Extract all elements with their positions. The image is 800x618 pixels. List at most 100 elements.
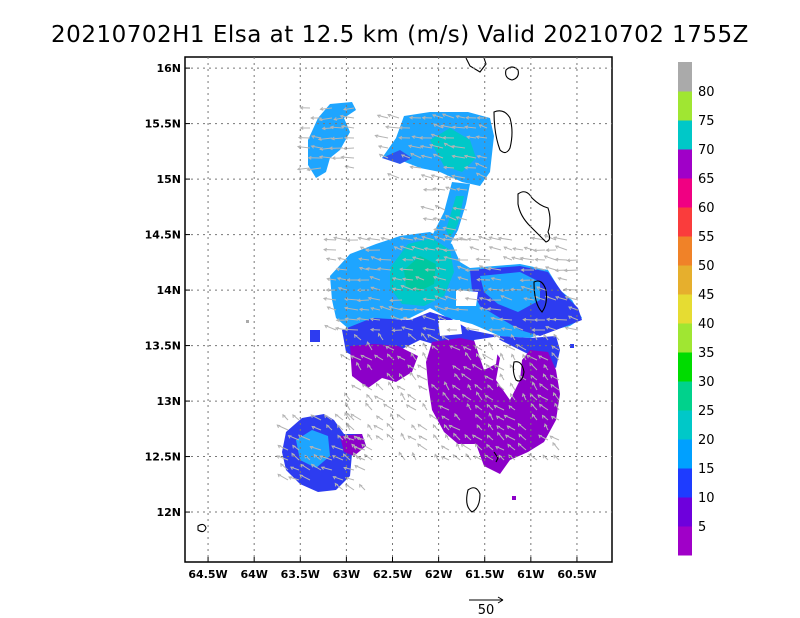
- wind-vector-arrow: [422, 351, 428, 361]
- wind-vector-arrow: [520, 285, 535, 291]
- island-grenadines-outline: [493, 451, 499, 463]
- lat-tick-label: 14.5N: [145, 229, 181, 242]
- wind-vector-arrow: [466, 403, 472, 411]
- wind-vector-arrow: [517, 442, 527, 451]
- wind-vector-arrow: [474, 345, 483, 351]
- wind-vector-arrow: [454, 373, 461, 381]
- wind-vector-arrow: [322, 297, 337, 301]
- lat-tick-label: 13N: [156, 395, 181, 408]
- wind-vector-arrow: [476, 277, 491, 282]
- wind-vector-arrow: [467, 383, 472, 391]
- wind-vector-arrow: [410, 352, 417, 361]
- echo-region-southwest-purple: [350, 344, 418, 388]
- echo-hole: [438, 320, 462, 336]
- wind-vector-arrow: [306, 167, 322, 172]
- wind-vector-arrow: [386, 433, 395, 441]
- wind-vector-arrow: [550, 415, 560, 421]
- wind-vector-arrow: [504, 344, 516, 351]
- wind-vector-arrow: [374, 354, 384, 361]
- wind-vector-arrow: [543, 333, 549, 341]
- wind-vector-arrow: [440, 124, 455, 129]
- wind-vector-arrow: [553, 333, 560, 341]
- wind-vector-arrow: [342, 146, 355, 151]
- wind-vector-arrow: [377, 332, 384, 341]
- wind-vector-arrow: [336, 424, 344, 431]
- colorbar: 5 10 15 20 25 30 35 40 45 50 55 60 65 70 75 80: [678, 62, 715, 556]
- wind-vector-arrow: [325, 257, 337, 261]
- wind-vector-arrow: [369, 317, 381, 322]
- wind-vector-arrow: [365, 402, 373, 411]
- wind-vector-arrow: [464, 268, 480, 273]
- wind-vector-arrow: [340, 124, 355, 129]
- wind-vector-arrow: [307, 155, 322, 160]
- wind-vector-arrow: [444, 234, 458, 241]
- wind-vector-arrow: [467, 237, 480, 242]
- latitude-axis: 12N 12.5N 13N 13.5N 14N 14.5N 15N 15.5N 16N: [145, 62, 190, 519]
- wind-vector-arrow: [462, 346, 472, 351]
- wind-vector-arrow: [317, 137, 333, 141]
- lon-tick-label: 63.5W: [281, 568, 320, 581]
- wind-vector-arrow: [344, 401, 351, 411]
- wind-vector-arrow: [340, 155, 355, 160]
- wind-vector-arrow: [375, 382, 384, 391]
- wind-vector-arrow: [415, 276, 425, 281]
- wind-vector-arrow: [455, 187, 468, 192]
- wind-vector-arrow: [421, 236, 435, 241]
- wind-vector-arrow: [299, 105, 311, 110]
- wind-vector-arrow: [422, 326, 436, 331]
- wind-vector-arrow: [498, 317, 513, 322]
- wind-vector-arrow: [300, 463, 311, 471]
- wind-vector-arrow: [464, 434, 472, 441]
- wind-vector-arrow: [444, 306, 458, 311]
- wind-vector-arrow: [500, 295, 513, 301]
- wind-vector-arrow: [442, 135, 455, 140]
- wind-vector-arrow: [386, 422, 395, 431]
- wind-vector-arrow: [421, 332, 428, 341]
- wind-vector-arrow: [432, 114, 444, 119]
- wind-vector-arrow: [292, 444, 300, 451]
- wind-vector-arrow: [497, 236, 513, 241]
- wind-vector-arrow: [407, 364, 417, 371]
- wind-vector-arrow: [446, 328, 458, 332]
- wind-vector-arrow: [408, 333, 417, 341]
- wind-vector-arrow: [476, 154, 488, 159]
- wind-vector-arrow: [357, 236, 370, 241]
- wind-vector-arrow: [434, 453, 439, 461]
- wind-vector-arrow: [508, 404, 516, 411]
- wind-vector-arrow: [353, 446, 366, 451]
- wind-vector-arrow: [388, 381, 395, 391]
- wind-vector-arrow: [544, 266, 557, 271]
- wind-vector-arrow: [296, 167, 311, 171]
- wind-vector-arrow: [552, 441, 560, 451]
- wind-vector-arrow: [398, 307, 414, 312]
- wind-vector-arrow: [498, 454, 505, 461]
- wind-vector-arrow: [476, 116, 488, 120]
- wind-vector-arrow: [487, 266, 502, 271]
- wind-vector-arrow: [507, 443, 516, 451]
- echo-hole: [474, 336, 500, 370]
- wind-vector-arrow: [418, 435, 428, 441]
- wind-vector-arrow: [445, 186, 457, 191]
- wind-vector-arrow: [452, 454, 461, 461]
- wind-vector-arrow: [434, 204, 446, 211]
- island-grenada-outline: [466, 487, 481, 513]
- wind-vector-arrow: [422, 297, 436, 302]
- colorbar-swatch: [678, 62, 692, 92]
- wind-vector-arrow: [451, 125, 466, 130]
- echo-region-east-cyan: [480, 272, 540, 312]
- wind-vector-arrow: [463, 365, 472, 371]
- colorbar-swatch: [678, 294, 692, 324]
- wind-vector-arrow: [277, 473, 289, 481]
- wind-vector-arrow: [287, 435, 300, 441]
- wind-vector-arrow: [409, 165, 422, 170]
- wind-vector-arrow: [466, 135, 477, 140]
- wind-vector-arrow: [463, 154, 477, 159]
- wind-vector-arrow: [530, 402, 538, 411]
- wind-vector-arrow: [512, 247, 524, 251]
- wind-vector-arrow: [373, 424, 384, 431]
- wind-vector-arrow: [417, 364, 428, 371]
- wind-vector-arrow: [318, 155, 333, 159]
- wind-vector-arrow: [367, 363, 373, 371]
- wind-vector-arrow: [326, 277, 337, 282]
- wind-vector-arrow: [399, 236, 414, 241]
